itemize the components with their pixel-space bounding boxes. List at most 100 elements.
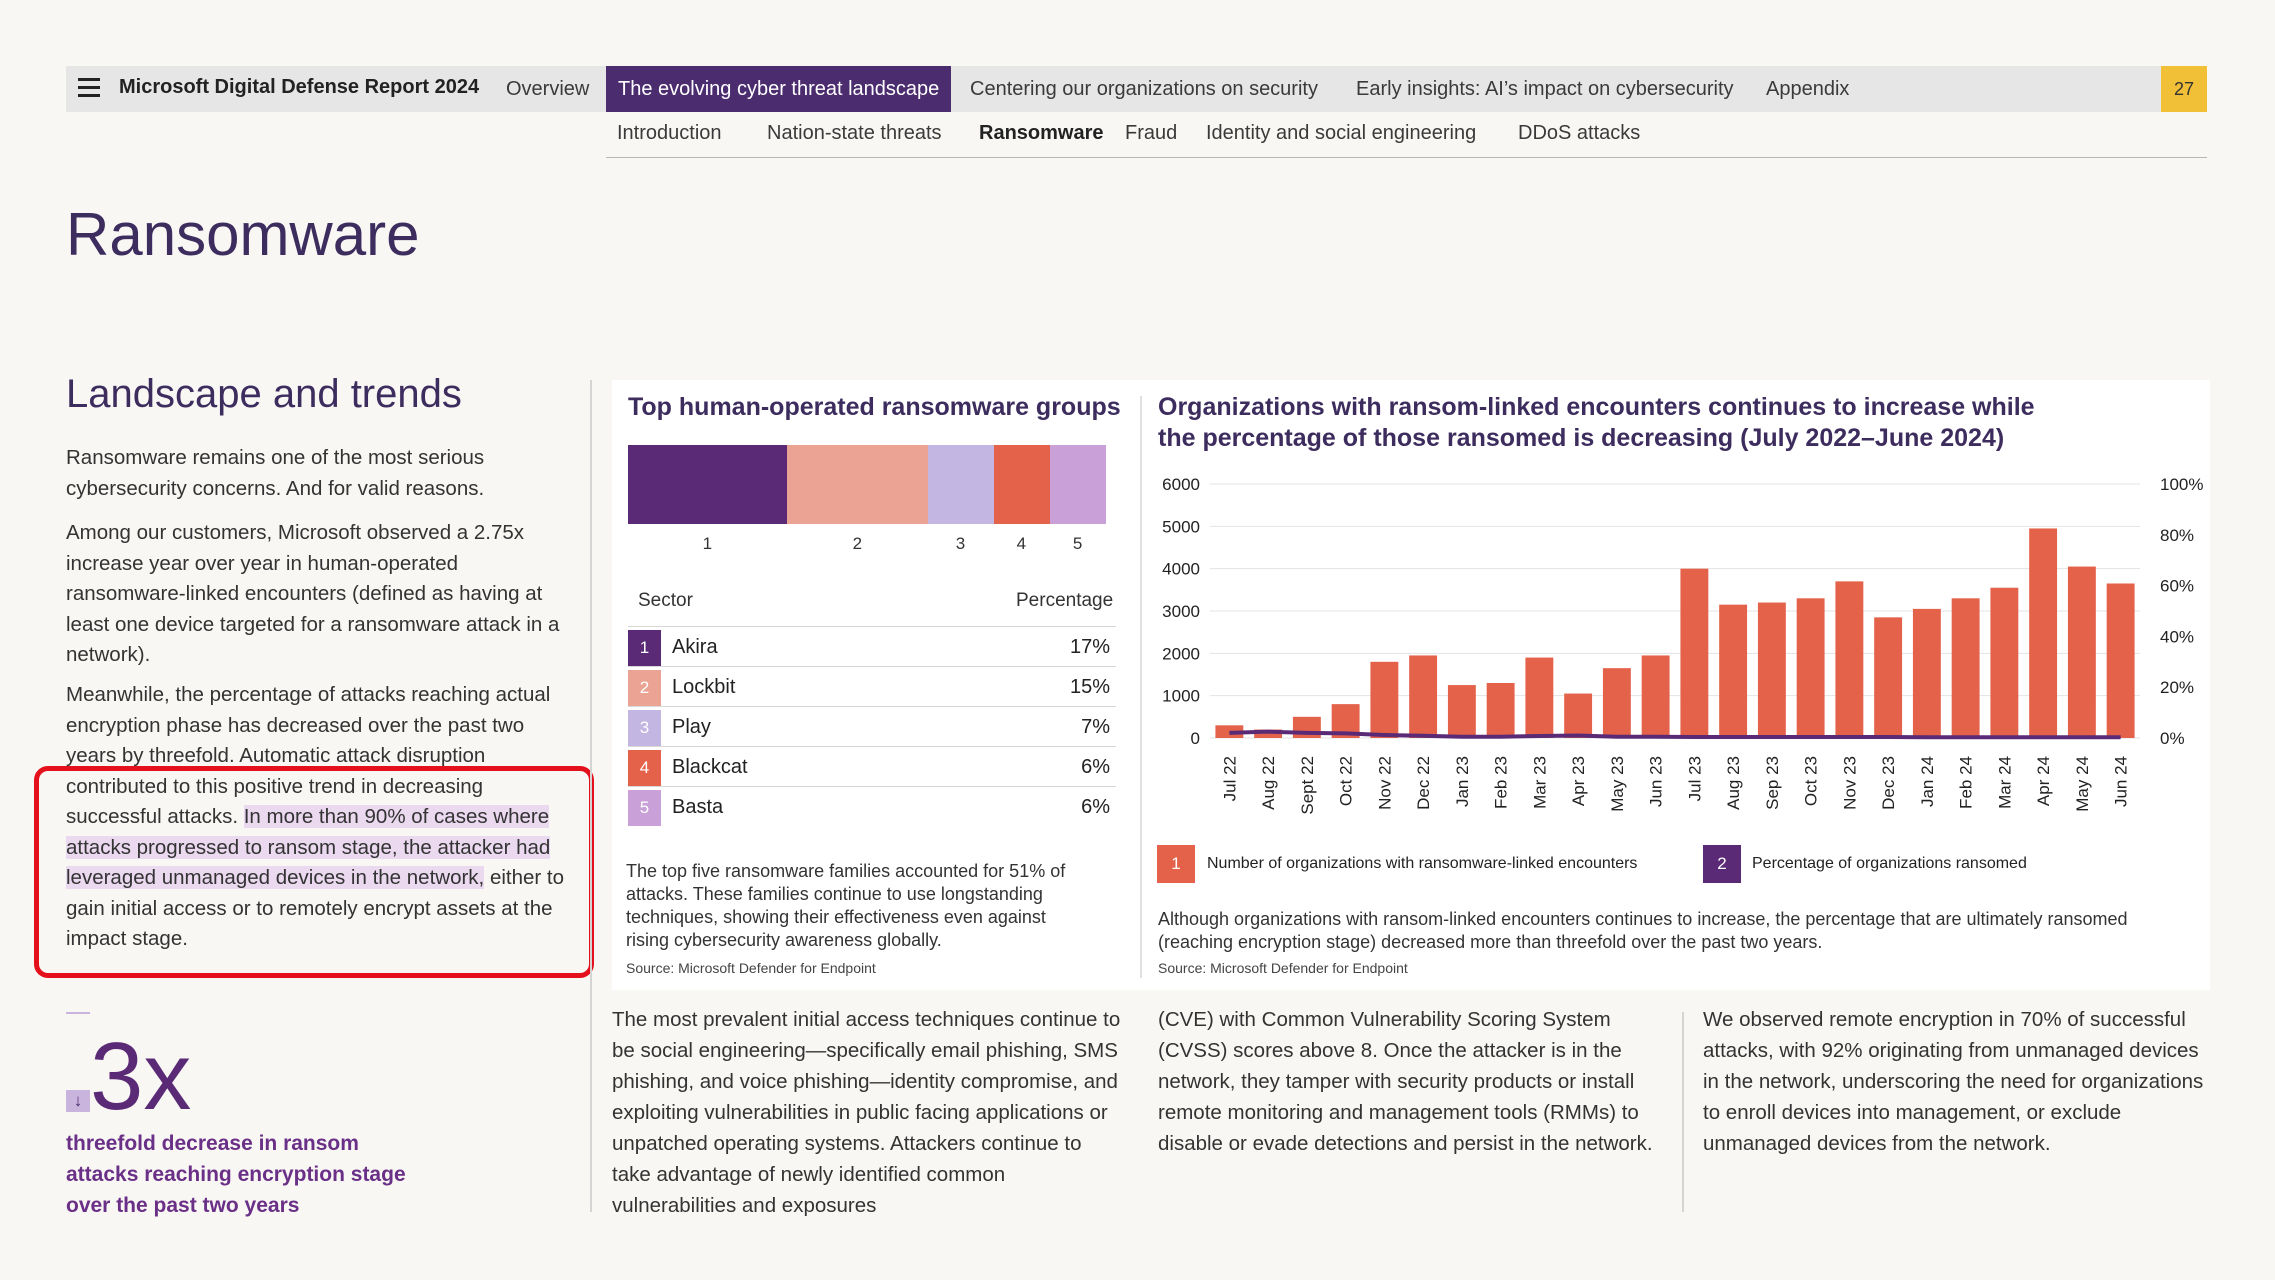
row-sector-name: Play bbox=[672, 716, 711, 738]
legend-label-ransomed: Percentage of organizations ransomed bbox=[1752, 855, 2027, 872]
chart-source: Source: Microsoft Defender for Endpoint bbox=[1158, 960, 1408, 976]
legend-label-encounters: Number of organizations with ransomware-… bbox=[1207, 855, 1638, 872]
col-header-percentage: Percentage bbox=[1016, 590, 1114, 611]
x-tick-label: Sept 22 bbox=[1298, 756, 1317, 815]
tab-overview[interactable]: Overview bbox=[506, 78, 590, 100]
column-divider bbox=[590, 380, 592, 1212]
bar-jan-23 bbox=[1447, 685, 1476, 738]
chart-title: Organizations with ransom-linked encount… bbox=[1158, 393, 2035, 452]
body-column-3: We observed remote encryption in 70% of … bbox=[1703, 1008, 2204, 1155]
x-tick-label: Dec 23 bbox=[1879, 756, 1898, 810]
x-tick-label: Apr 23 bbox=[1569, 756, 1588, 806]
x-tick-label: Nov 23 bbox=[1840, 756, 1859, 810]
row-percentage: 17% bbox=[1069, 636, 1110, 658]
down-arrow-icon: ↓ bbox=[66, 1090, 90, 1112]
bar-aug-23 bbox=[1719, 604, 1748, 738]
x-tick-label: May 23 bbox=[1608, 756, 1627, 812]
bar-may-23 bbox=[1602, 668, 1631, 738]
bar-jun-23 bbox=[1641, 655, 1670, 738]
x-tick-label: Jul 22 bbox=[1220, 756, 1239, 801]
groups-source: Source: Microsoft Defender for Endpoint bbox=[626, 960, 876, 976]
bar-nov-22 bbox=[1370, 661, 1399, 738]
bar-jun-24 bbox=[2106, 583, 2135, 738]
table-row: 2 Lockbit 15% bbox=[628, 666, 1116, 706]
row-sector-name: Akira bbox=[672, 636, 718, 658]
row-number: 3 bbox=[628, 710, 661, 746]
x-tick-label: Jun 23 bbox=[1647, 756, 1666, 807]
row-percentage: 7% bbox=[1081, 716, 1110, 738]
x-tick-label: Nov 22 bbox=[1375, 756, 1394, 810]
stat-accent-line bbox=[66, 1012, 90, 1014]
subtab-introduction[interactable]: Introduction bbox=[617, 122, 722, 144]
subtab-ddos-attacks[interactable]: DDoS attacks bbox=[1518, 122, 1641, 144]
y-tick-right: 40% bbox=[2160, 627, 2194, 646]
x-tick-label: Feb 23 bbox=[1492, 756, 1511, 809]
stat-value: 3x bbox=[90, 1023, 192, 1130]
y-tick-left: 1000 bbox=[1162, 687, 1200, 706]
x-tick-label: Aug 22 bbox=[1259, 756, 1278, 810]
subtab-ransomware[interactable]: Ransomware bbox=[979, 122, 1104, 144]
x-tick-label: Aug 23 bbox=[1724, 756, 1743, 810]
stat-caption: threefold decrease in ransom attacks rea… bbox=[66, 1132, 406, 1217]
bar-sep-23 bbox=[1757, 602, 1786, 738]
encounters-bar-chart: 0 1000 2000 3000 4000 5000 6000 0% 20% 40% 60% 80% 1… bbox=[1162, 475, 2203, 815]
x-tick-label: Mar 23 bbox=[1530, 756, 1549, 809]
y-tick-left: 6000 bbox=[1162, 475, 1200, 494]
x-tick-label: May 24 bbox=[2073, 756, 2092, 812]
encryption-paragraph-end: either to gain initial access or to remo… bbox=[66, 866, 565, 950]
bar-jul-23 bbox=[1680, 568, 1709, 738]
y-tick-right: 0% bbox=[2160, 729, 2185, 748]
body-column-1: The most prevalent initial access techni… bbox=[612, 1008, 1121, 1217]
stack-label: 2 bbox=[852, 534, 863, 553]
x-tick-label: Dec 22 bbox=[1414, 756, 1433, 810]
stack-segment-lockbit bbox=[787, 445, 928, 524]
subtab-identity-social-engineering[interactable]: Identity and social engineering bbox=[1206, 122, 1477, 144]
chart-note: Although organizations with ransom-linke… bbox=[1158, 909, 2128, 952]
bar-aug-22 bbox=[1254, 729, 1283, 738]
tab-appendix[interactable]: Appendix bbox=[1766, 78, 1850, 100]
tab-evolving-cyber-threat-landscape[interactable]: The evolving cyber threat landscape bbox=[606, 66, 952, 112]
highlighted-text: In more than 90% of cases where attacks … bbox=[66, 805, 551, 889]
tab-centering-organizations[interactable]: Centering our organizations on security bbox=[970, 78, 1318, 100]
tab-early-insights-ai[interactable]: Early insights: AI’s impact on cybersecu… bbox=[1356, 78, 1734, 100]
x-tick-label: Oct 23 bbox=[1802, 756, 1821, 806]
x-tick-label: Sep 23 bbox=[1763, 756, 1782, 810]
stack-segment-akira bbox=[628, 445, 788, 524]
table-row: 3 Play 7% bbox=[628, 706, 1116, 746]
table-row: 5 Basta 6% bbox=[628, 786, 1116, 826]
row-percentage: 15% bbox=[1069, 676, 1110, 698]
row-number: 2 bbox=[628, 670, 661, 706]
col-header-sector: Sector bbox=[638, 590, 693, 611]
column-divider-2 bbox=[1682, 1012, 1684, 1212]
encryption-paragraph-text: Meanwhile, the percentage of attacks rea… bbox=[66, 683, 551, 828]
page-number-badge: 27 bbox=[2161, 66, 2207, 112]
row-sector-name: Basta bbox=[672, 796, 724, 818]
intro-paragraph: Ransomware remains one of the most serio… bbox=[66, 446, 485, 500]
y-tick-right: 20% bbox=[2160, 678, 2194, 697]
top-nav-bar bbox=[66, 66, 2207, 112]
row-sector-name: Blackcat bbox=[672, 756, 748, 778]
subtab-fraud[interactable]: Fraud bbox=[1125, 122, 1178, 144]
bar-may-24 bbox=[2067, 566, 2096, 738]
y-tick-left: 0 bbox=[1191, 729, 1200, 748]
stack-segment-play bbox=[927, 445, 994, 524]
x-tick-label: Oct 22 bbox=[1337, 756, 1356, 806]
row-percentage: 6% bbox=[1081, 756, 1110, 778]
x-tick-label: Jul 23 bbox=[1685, 756, 1704, 801]
stack-label: 5 bbox=[1072, 534, 1083, 553]
bar-apr-23 bbox=[1564, 693, 1593, 738]
y-tick-right: 60% bbox=[2160, 577, 2194, 596]
bar-mar-24 bbox=[1990, 587, 2019, 738]
body-column-2: (CVE) with Common Vulnerability Scoring … bbox=[1158, 1008, 1653, 1155]
y-tick-left: 3000 bbox=[1162, 602, 1200, 621]
row-number: 5 bbox=[628, 790, 661, 826]
y-tick-left: 2000 bbox=[1162, 644, 1200, 663]
hamburger-menu-icon[interactable] bbox=[78, 78, 100, 97]
subtab-nation-state-threats[interactable]: Nation-state threats bbox=[767, 122, 942, 144]
y-tick-left: 4000 bbox=[1162, 560, 1200, 579]
bar-nov-23 bbox=[1835, 581, 1864, 738]
bar-dec-22 bbox=[1409, 655, 1438, 738]
section-heading: Landscape and trends bbox=[66, 372, 462, 416]
groups-title: Top human-operated ransomware groups bbox=[628, 393, 1121, 421]
report-title[interactable]: Microsoft Digital Defense Report 2024 bbox=[119, 76, 480, 98]
